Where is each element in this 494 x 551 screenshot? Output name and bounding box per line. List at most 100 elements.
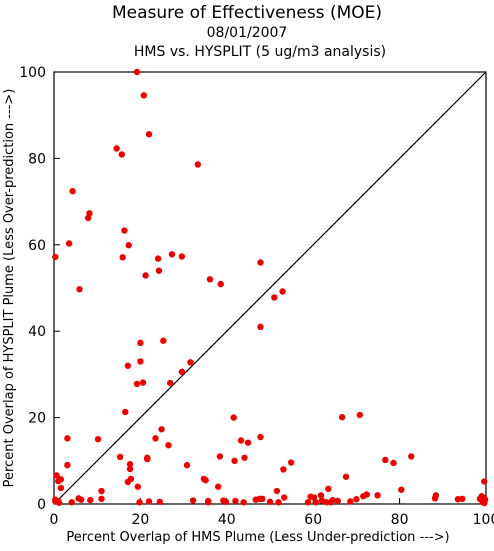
data-point [275, 499, 282, 506]
data-point [279, 288, 286, 295]
data-point [127, 475, 135, 483]
data-point [325, 485, 332, 493]
data-point [133, 68, 141, 76]
x-tick-label: 80 [391, 512, 409, 528]
data-point [139, 379, 147, 386]
data-point [165, 442, 172, 449]
data-point [280, 466, 287, 473]
x-axis-label: Percent Overlap of HMS Plume (Less Under… [66, 530, 449, 545]
data-point [432, 492, 440, 499]
data-point [374, 492, 381, 499]
data-point [57, 484, 65, 492]
y-axis-label: Percent Overlap of HYSPLIT Plume (Less O… [2, 89, 17, 488]
data-point [257, 259, 264, 266]
y-tick-label: 80 [28, 151, 46, 167]
data-point [205, 497, 212, 505]
data-point [230, 414, 237, 421]
data-point [390, 459, 397, 467]
y-tick-label: 20 [28, 411, 46, 427]
x-tick-label: 20 [131, 512, 149, 528]
data-point [142, 272, 149, 279]
y-tick-label: 40 [28, 324, 46, 340]
data-point [136, 499, 143, 506]
data-point [214, 483, 222, 490]
data-point [125, 242, 132, 249]
data-point [65, 240, 73, 247]
data-point [64, 435, 71, 442]
data-point [137, 339, 144, 347]
data-point [237, 437, 245, 444]
data-point [113, 145, 120, 152]
data-point [122, 408, 129, 416]
y-axis-ticks: 0 20 40 60 80 100 [19, 65, 60, 513]
x-tick-label: 60 [304, 512, 322, 528]
data-point [334, 497, 342, 505]
data-point [363, 491, 370, 498]
x-tick-label: 100 [473, 512, 494, 528]
data-points [52, 68, 489, 507]
one-to-one-line [53, 71, 487, 505]
data-point [116, 453, 124, 461]
data-point [347, 498, 354, 505]
data-point [342, 473, 350, 480]
data-point [178, 368, 186, 376]
data-point [55, 499, 63, 506]
data-point [317, 492, 325, 499]
data-point [69, 188, 76, 195]
y-tick-label: 0 [37, 497, 46, 513]
data-point [57, 476, 65, 483]
data-point [257, 323, 264, 331]
data-point [167, 379, 174, 387]
data-point [202, 477, 209, 484]
data-point [459, 495, 466, 503]
data-point [287, 459, 295, 466]
data-point [217, 280, 224, 288]
y-tick-label: 60 [28, 238, 46, 254]
data-point [216, 453, 224, 460]
data-point [178, 253, 186, 260]
data-point [259, 495, 266, 503]
data-point [232, 497, 239, 505]
data-point [183, 461, 191, 469]
data-point [241, 454, 248, 461]
data-point [134, 483, 142, 490]
data-point [408, 453, 415, 460]
data-point [87, 496, 94, 504]
chart-title: Measure of Effectiveness (MOE) [112, 3, 382, 23]
data-point [189, 497, 197, 504]
data-point [398, 486, 405, 493]
data-point [240, 499, 247, 506]
data-point [144, 455, 151, 463]
data-point [356, 411, 364, 419]
data-point [156, 498, 164, 506]
data-point [124, 362, 132, 369]
data-point [160, 337, 167, 344]
x-tick-label: 0 [50, 512, 59, 528]
data-point [78, 496, 85, 503]
x-tick-label: 40 [218, 512, 236, 528]
data-point [271, 294, 278, 301]
data-point [119, 254, 126, 261]
data-point [382, 456, 389, 464]
data-point [86, 210, 93, 217]
data-point [312, 499, 319, 506]
data-point [126, 465, 134, 473]
data-point [118, 151, 126, 158]
data-point [76, 286, 83, 293]
data-point [121, 227, 128, 234]
data-point [338, 413, 346, 421]
data-point [152, 435, 159, 442]
data-point [231, 457, 238, 464]
data-point [329, 496, 336, 504]
data-point [168, 251, 176, 258]
data-point [187, 359, 194, 366]
data-point [145, 498, 153, 505]
data-point [244, 439, 252, 446]
data-point [64, 461, 71, 469]
data-point [158, 426, 165, 433]
data-point [133, 380, 141, 388]
data-point [273, 487, 281, 495]
data-point [126, 461, 134, 468]
data-point [52, 253, 59, 261]
